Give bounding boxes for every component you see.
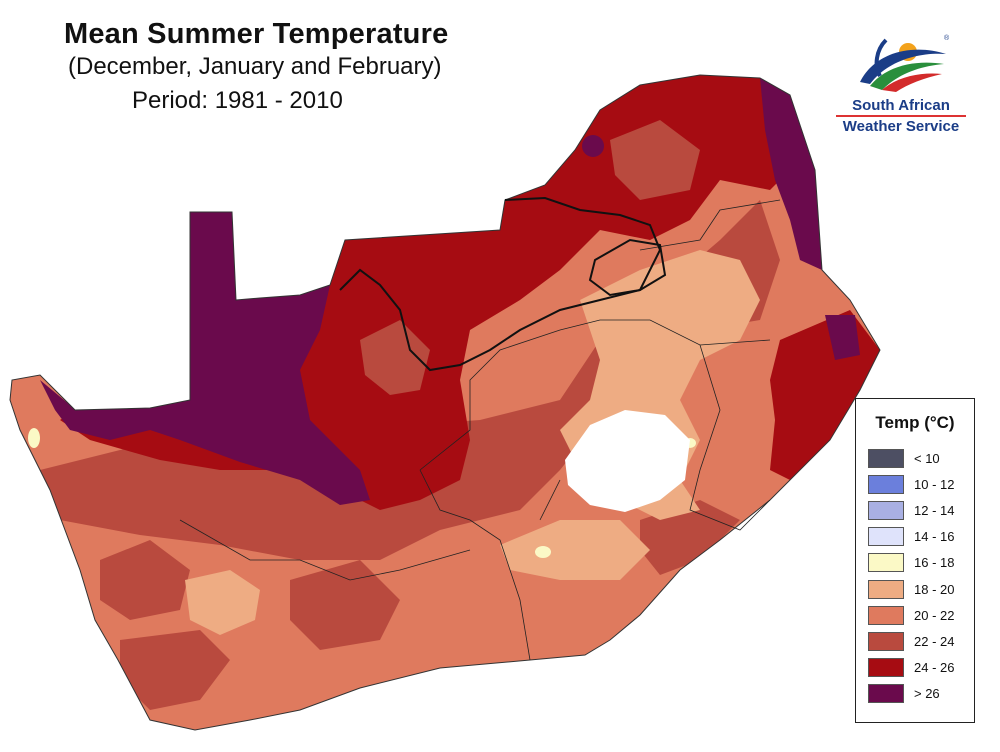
map-subtitle: (December, January and February) bbox=[68, 53, 442, 80]
legend-item: 10 - 12 bbox=[856, 471, 974, 497]
zone-16-18-spot-west bbox=[28, 428, 40, 448]
legend-swatch bbox=[868, 500, 904, 520]
legend-swatch bbox=[868, 658, 904, 678]
legend-item: 12 - 14 bbox=[856, 497, 974, 523]
legend-label: 10 - 12 bbox=[914, 476, 955, 492]
zone-22-24-south-coast bbox=[120, 630, 230, 710]
zone-22-24-southwest bbox=[100, 540, 190, 620]
legend-swatch bbox=[868, 527, 904, 547]
zone-above-26-kosi-bay bbox=[825, 315, 860, 360]
zone-18-20-eastern-cape bbox=[500, 520, 650, 580]
legend-swatch bbox=[868, 631, 904, 651]
legend-item: 20 - 22 bbox=[856, 602, 974, 628]
legend-label: 16 - 18 bbox=[914, 555, 955, 571]
legend-swatch bbox=[868, 579, 904, 599]
zone-22-24-kalahari bbox=[360, 320, 430, 395]
zone-above-26-northeast bbox=[760, 78, 822, 270]
legend-swatch bbox=[868, 684, 904, 704]
legend-swatch bbox=[868, 448, 904, 468]
legend-item: 22 - 24 bbox=[856, 628, 974, 654]
map-title: Mean Summer Temperature bbox=[64, 18, 449, 50]
legend-item: 24 - 26 bbox=[856, 655, 974, 681]
legend-title: Temp (°C) bbox=[875, 413, 955, 432]
legend-label: 20 - 22 bbox=[914, 607, 955, 623]
registered-mark: ® bbox=[944, 34, 950, 42]
legend-label: 22 - 24 bbox=[914, 633, 955, 649]
map-period: Period: 1981 - 2010 bbox=[132, 87, 343, 114]
legend-swatch bbox=[868, 553, 904, 573]
legend-item: 16 - 18 bbox=[856, 550, 974, 576]
provincial-borders bbox=[179, 199, 781, 661]
zone-above-26-spot bbox=[582, 135, 604, 157]
zone-16-18-spot-east bbox=[535, 546, 551, 558]
legend-item: 18 - 20 bbox=[856, 576, 974, 602]
legend-label: < 10 bbox=[914, 450, 940, 466]
zone-22-24-karoo bbox=[290, 560, 400, 650]
legend-label: 24 - 26 bbox=[914, 660, 955, 676]
saws-logo: ® South African Weather Service bbox=[826, 30, 976, 135]
legend-label: 12 - 14 bbox=[914, 502, 955, 518]
logo-line2: Weather Service bbox=[842, 118, 960, 135]
legend-label: > 26 bbox=[914, 686, 940, 702]
title-block: Mean Summer Temperature (December, Janua… bbox=[64, 18, 448, 115]
legend-item: 14 - 16 bbox=[856, 524, 974, 550]
saws-emblem-icon: ® bbox=[860, 34, 950, 92]
legend: Temp (°C) < 10 10 - 12 12 - 14 14 - 16 16 - … bbox=[855, 398, 975, 723]
legend-item: > 26 bbox=[856, 681, 974, 707]
legend-swatch bbox=[868, 605, 904, 625]
legend-swatch bbox=[868, 474, 904, 494]
logo-name: South African Weather Service bbox=[826, 97, 976, 135]
lesotho-no-data bbox=[565, 410, 690, 512]
zone-18-20-cape-fold bbox=[185, 570, 260, 635]
international-borders bbox=[339, 196, 667, 372]
legend-item: < 10 bbox=[856, 445, 974, 471]
legend-label: 18 - 20 bbox=[914, 581, 955, 597]
logo-line1: South African bbox=[836, 97, 966, 117]
zone-22-24-limpopo bbox=[610, 120, 700, 200]
legend-items: < 10 10 - 12 12 - 14 14 - 16 16 - 18 18 - 20 2… bbox=[856, 445, 974, 707]
legend-label: 14 - 16 bbox=[914, 529, 955, 545]
zone-above-26-northwest bbox=[40, 212, 370, 505]
